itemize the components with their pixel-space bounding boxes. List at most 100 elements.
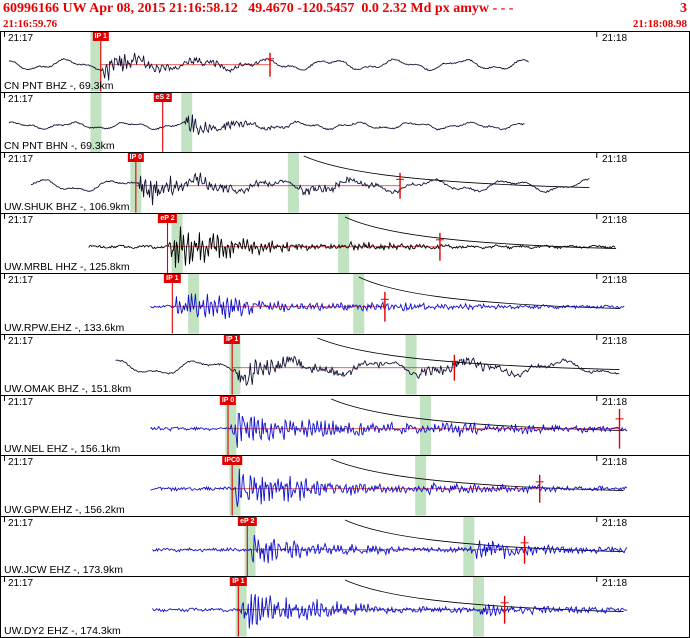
phase-window-band — [229, 456, 241, 516]
trace-panel-9: 21:17 21:18 UW.JCW EHZ -, 173.9km eP 2 — [1, 515, 689, 577]
phase-window-band — [415, 456, 427, 516]
time-label-left: 21:17 — [8, 275, 34, 287]
coda-decay-curve — [344, 579, 624, 613]
coda-decay-curve — [303, 155, 590, 189]
window-end-time: 21:18:08.98 — [632, 17, 687, 30]
minute-tick-left — [3, 32, 5, 37]
minute-tick-left — [3, 516, 5, 522]
pick-flag[interactable]: IP 0 — [127, 153, 145, 163]
waveform-canvas[interactable] — [1, 274, 689, 334]
coda-decay-curve — [358, 276, 621, 310]
waveform-trace[interactable] — [150, 412, 628, 448]
phase-window-band — [229, 334, 241, 395]
time-label-left: 21:17 — [8, 33, 34, 44]
minute-tick-left — [3, 213, 5, 219]
station-label: UW.OMAK BHZ -, 151.8km — [4, 382, 132, 395]
time-label-right: 21:18 — [602, 275, 628, 287]
time-label-left: 21:17 — [8, 335, 34, 347]
waveform-trace[interactable] — [115, 355, 620, 387]
waveform-trace[interactable] — [150, 468, 628, 508]
waveform-canvas[interactable] — [1, 516, 689, 577]
coda-decay-curve — [331, 398, 624, 431]
station-label: UW.GPW.EHZ -, 156.2km — [4, 503, 125, 516]
waveform-canvas[interactable] — [1, 456, 689, 516]
pick-flag[interactable]: eS 2 — [153, 92, 172, 102]
pick-flag[interactable]: eP 2 — [158, 213, 177, 223]
phase-window-band — [353, 274, 365, 334]
waveform-trace[interactable] — [8, 114, 525, 135]
station-label: UW.NEL EHZ -, 156.1km — [4, 443, 121, 456]
waveform-trace[interactable] — [30, 172, 590, 206]
waveform-trace[interactable] — [88, 226, 616, 268]
minute-tick-right — [596, 516, 598, 522]
waveform-canvas[interactable] — [1, 334, 689, 395]
minute-tick-right — [596, 274, 598, 280]
pick-flag[interactable]: IPC0 — [222, 456, 242, 466]
minute-tick-left — [3, 577, 5, 583]
phase-window-band — [90, 92, 102, 153]
waveform-trace[interactable] — [152, 534, 628, 564]
minute-tick-left — [3, 334, 5, 340]
trace-panel-2: 21:17 CN PNT BHN -, 69.3km eS 2 — [1, 91, 689, 153]
time-label-right: 21:18 — [602, 396, 628, 408]
pick-flag[interactable]: IP 1 — [230, 577, 247, 587]
waveform-trace[interactable] — [152, 594, 628, 629]
minute-tick-left — [3, 456, 5, 462]
phase-window-band — [472, 577, 484, 637]
minute-tick-right — [596, 577, 598, 583]
event-summary: 60996166 UW Apr 08, 2015 21:16:58.12 49.… — [3, 1, 514, 16]
trace-panel-8: 21:17 21:18 UW.GPW.EHZ -, 156.2km IPC0 — [1, 455, 689, 516]
phase-window-band — [235, 577, 247, 637]
time-label-left: 21:17 — [8, 214, 34, 226]
trace-panel-10: 21:17 21:18 UW.DY2 EHZ -, 174.3km IP 1 — [1, 576, 689, 638]
trace-panel-4: 21:17 21:18 UW.MRBL HHZ -, 125.8km eP 2 — [1, 212, 689, 274]
station-label: UW.SHUK BHZ -, 106.9km — [4, 200, 130, 213]
minute-tick-right — [596, 153, 598, 159]
waveform-canvas[interactable] — [1, 577, 689, 637]
waveform-canvas[interactable] — [1, 213, 689, 274]
time-label-left: 21:17 — [8, 517, 34, 529]
pick-flag[interactable]: IP 1 — [164, 274, 181, 284]
time-label-right: 21:18 — [602, 33, 628, 44]
waveform-canvas[interactable] — [1, 395, 689, 456]
trace-panel-3: 21:17 21:18 UW.SHUK BHZ -, 106.9km IP 0 — [1, 152, 689, 213]
phase-window-band — [338, 213, 350, 274]
station-label: CN PNT BHZ -, 69.3km — [4, 79, 114, 92]
station-label: UW.MRBL HHZ -, 125.8km — [4, 261, 130, 274]
pick-flag[interactable]: IP 1 — [92, 32, 109, 41]
coda-decay-curve — [317, 337, 620, 370]
time-label-left: 21:17 — [8, 457, 34, 469]
waveform-trace[interactable] — [150, 293, 625, 320]
time-label-right: 21:18 — [602, 578, 628, 590]
minute-tick-right — [596, 213, 598, 219]
pick-flag[interactable]: eP 2 — [238, 516, 257, 526]
minute-tick-right — [596, 395, 598, 401]
trace-panel-7: 21:17 21:18 UW.NEL EHZ -, 156.1km IP 0 — [1, 394, 689, 456]
time-label-left: 21:17 — [8, 396, 34, 408]
time-label-right: 21:18 — [602, 457, 628, 469]
trace-panel-5: 21:17 21:18 UW.RPW.EHZ -, 133.6km IP 1 — [1, 273, 689, 334]
waveform-canvas[interactable] — [1, 92, 689, 153]
minute-tick-right — [596, 456, 598, 462]
station-label: UW.RPW.EHZ -, 133.6km — [4, 321, 125, 334]
phase-window-band — [181, 92, 193, 153]
pick-flag[interactable]: IP 1 — [223, 334, 241, 344]
time-label-left: 21:17 — [8, 578, 34, 590]
station-label: UW.DY2 EHZ -, 174.3km — [4, 624, 121, 637]
trace-panel-6: 21:17 21:18 UW.OMAK BHZ -, 151.8km IP 1 — [1, 333, 689, 395]
pick-flag[interactable]: IP 0 — [219, 395, 237, 405]
time-label-right: 21:18 — [602, 154, 628, 166]
minute-tick-left — [3, 153, 5, 159]
waveform-canvas[interactable] — [1, 32, 689, 92]
panels: 21:17 21:18 CN PNT BHZ -, 69.3km IP 1 21:17 C… — [0, 31, 690, 638]
time-label-right: 21:18 — [602, 517, 628, 529]
waveform-canvas[interactable] — [1, 153, 689, 213]
minute-tick-left — [3, 274, 5, 280]
station-label: UW.JCW EHZ -, 173.9km — [4, 564, 124, 577]
phase-window-band — [90, 32, 102, 92]
waveform-trace[interactable] — [8, 52, 529, 81]
phase-window-band — [244, 516, 256, 577]
coda-decay-curve — [344, 519, 624, 552]
coda-decay-curve — [344, 216, 617, 249]
